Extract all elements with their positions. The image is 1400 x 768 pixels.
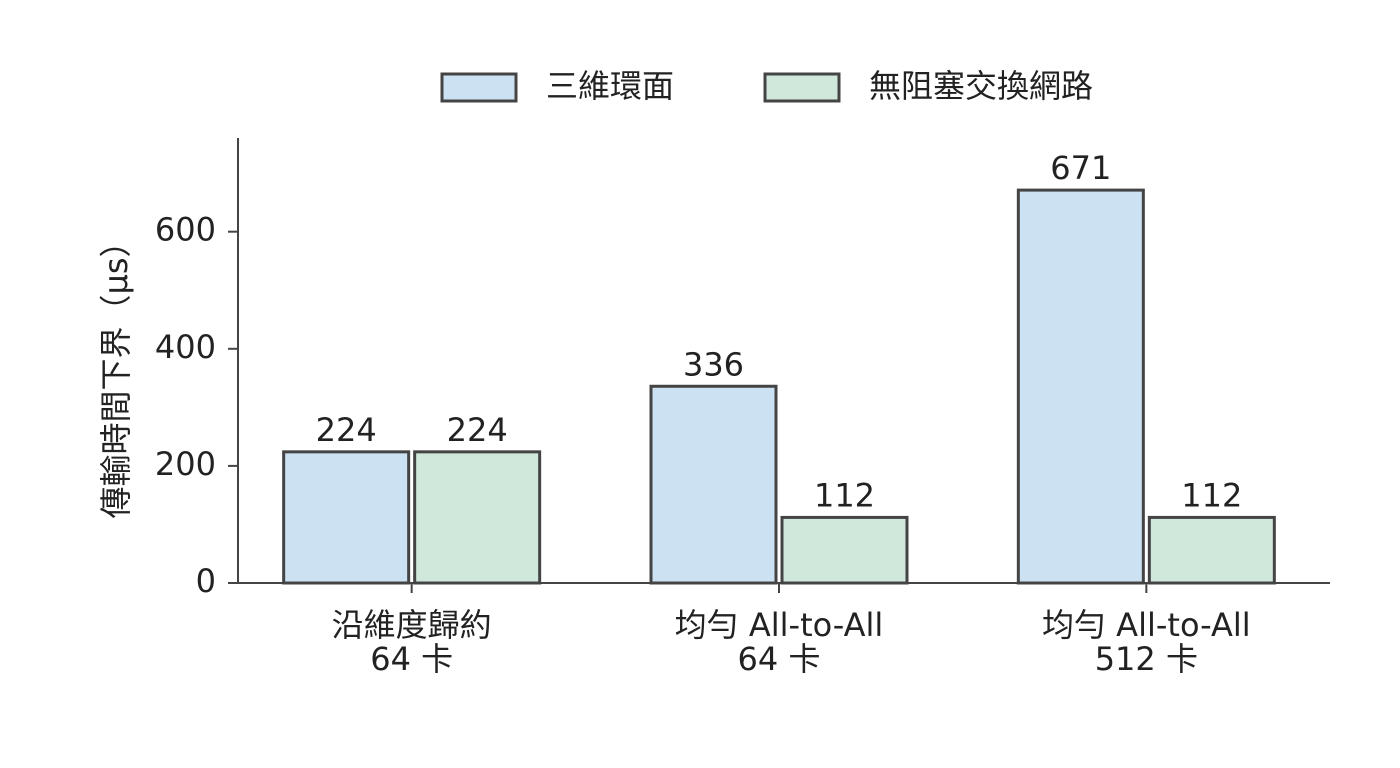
bar — [780, 515, 909, 585]
legend-swatch — [440, 72, 518, 103]
y-tick-label: 600 — [155, 211, 216, 249]
bar — [282, 450, 411, 585]
x-tick-label: 均勻 All-to-All — [1042, 606, 1251, 644]
x-tick-label: 512 卡 — [1095, 640, 1198, 678]
x-tick-label: 64 卡 — [738, 640, 821, 678]
bar — [1016, 188, 1145, 585]
legend-swatch — [763, 72, 841, 103]
y-tick-label: 400 — [155, 328, 216, 366]
bar — [649, 384, 778, 585]
legend-label: 三維環面 — [546, 67, 674, 105]
y-tick-label: 200 — [155, 445, 216, 483]
value-label: 112 — [814, 476, 875, 514]
value-label: 224 — [447, 411, 508, 449]
legend-label: 無阻塞交換網路 — [869, 67, 1093, 105]
x-tick-label: 64 卡 — [370, 640, 453, 678]
value-label: 336 — [683, 345, 744, 383]
value-label: 671 — [1050, 149, 1111, 187]
value-label: 112 — [1181, 476, 1242, 514]
bar — [1147, 515, 1276, 585]
x-tick-label: 沿維度歸約 — [332, 606, 492, 644]
bar — [413, 450, 542, 585]
y-tick-label: 0 — [196, 562, 216, 600]
x-tick-label: 均勻 All-to-All — [675, 606, 884, 644]
y-axis-label: 傳輸時間下界（µs） — [97, 225, 135, 518]
value-label: 224 — [316, 411, 377, 449]
